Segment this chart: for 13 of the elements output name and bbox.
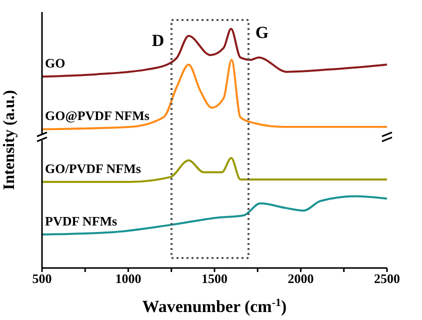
annotation: G — [255, 23, 269, 42]
x-tick-label: 1000 — [115, 271, 142, 286]
x-axis-title: Wavenumber (cm$^{-1}$) — [142, 297, 287, 316]
series-label: GO — [45, 56, 66, 71]
series-label: GO/PVDF NFMs — [45, 160, 141, 176]
series-label: GO@PVDF NFMs — [45, 108, 150, 124]
y-axis-title: Intensity (a.u.) — [1, 90, 18, 190]
series-label: PVDF NFMs — [45, 214, 118, 229]
x-tick-label: 1500 — [202, 271, 228, 286]
annotation: D — [152, 31, 164, 50]
x-tick-label: 2500 — [374, 271, 400, 286]
x-tick-label: 2000 — [288, 271, 314, 286]
x-tick-label: 500 — [32, 271, 52, 286]
